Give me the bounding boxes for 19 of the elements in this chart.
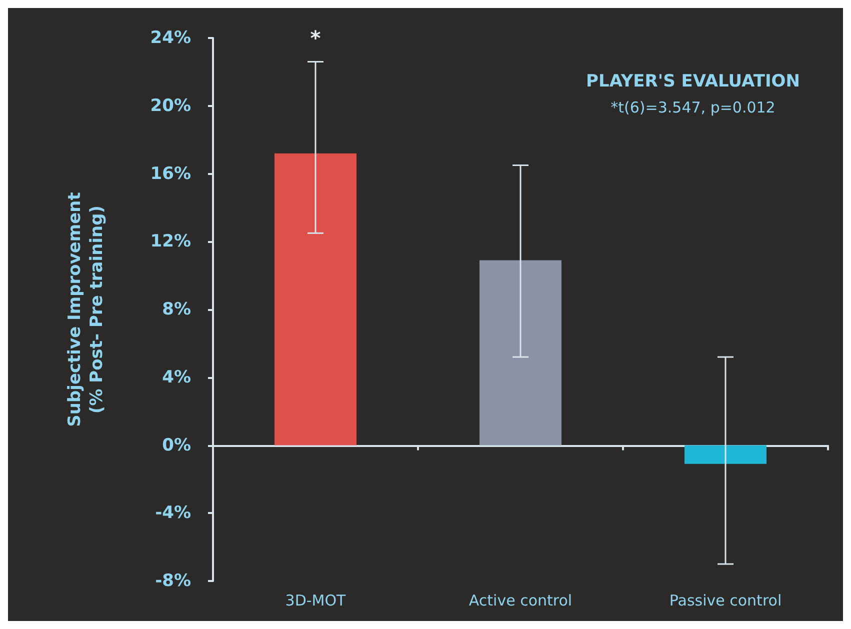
y-tick-label: 16% — [150, 164, 191, 184]
text: *t(6)=3.547, p=0.012 — [610, 98, 776, 116]
x-tick-label: Passive control — [669, 592, 782, 610]
y-tick-label: 0% — [162, 435, 191, 456]
y-tick-label: 20% — [150, 96, 191, 116]
y-tick-label: 24% — [150, 28, 191, 48]
bar — [684, 445, 766, 464]
y-tick-label: 8% — [162, 300, 191, 320]
text: PLAYER'S EVALUATION — [586, 72, 800, 92]
y-tick-label: -4% — [155, 503, 191, 524]
x-tick-label: 3D-MOT — [285, 592, 347, 610]
bar — [480, 260, 562, 446]
y-tick-label: 4% — [162, 367, 191, 388]
bar — [274, 153, 356, 446]
annotation: * — [310, 26, 322, 50]
x-tick-label: Active control — [468, 592, 572, 610]
y-axis-title: Subjective Improvement (% Post- Pre training) — [65, 192, 107, 427]
y-tick-label: 12% — [150, 232, 191, 252]
y-tick-label: -8% — [155, 571, 191, 591]
